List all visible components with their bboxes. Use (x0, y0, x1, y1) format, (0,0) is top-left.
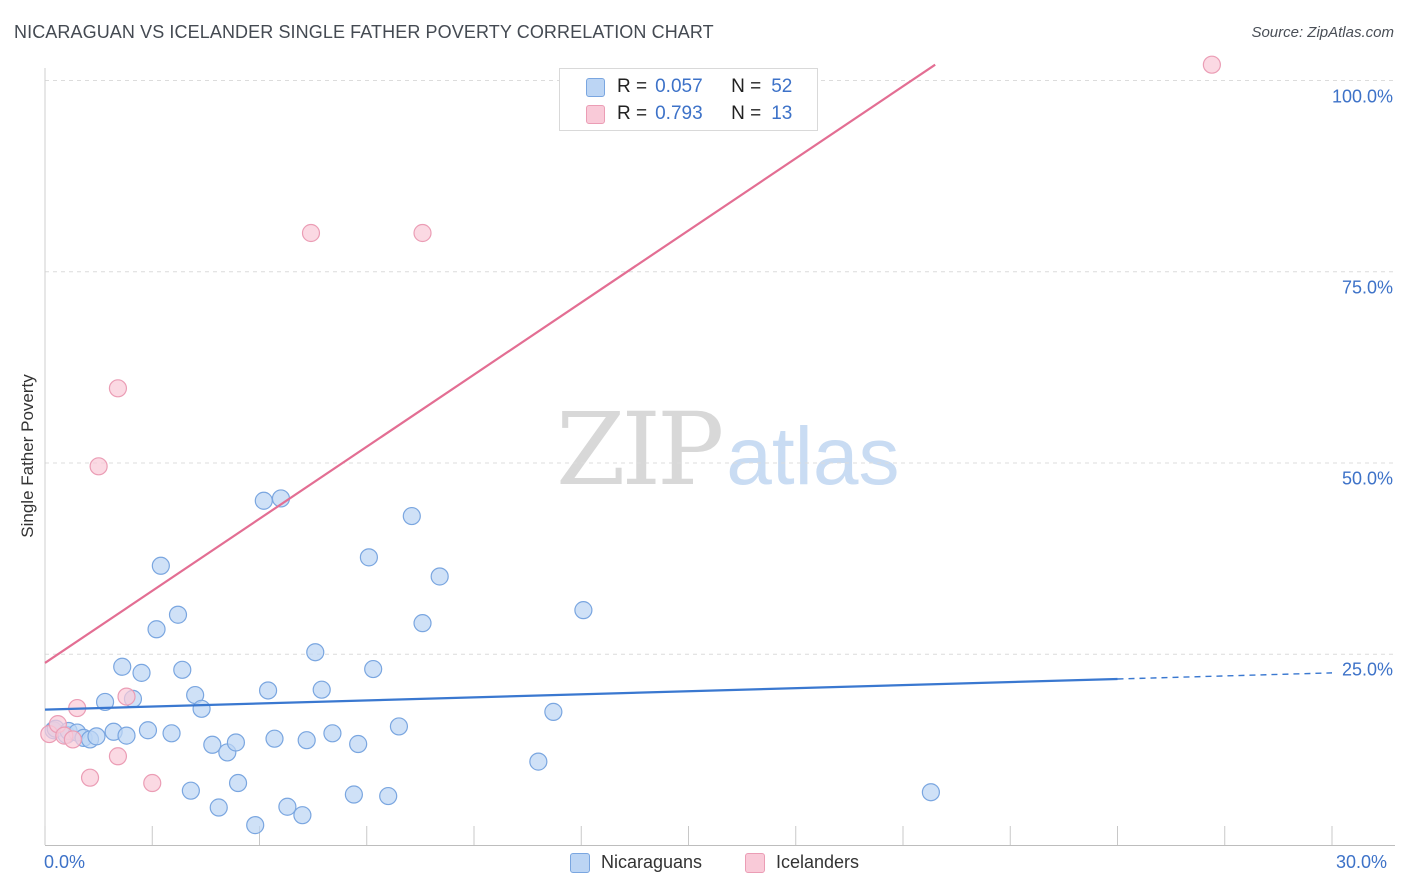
data-point-nicaraguans (113, 657, 132, 676)
data-point-icelanders (108, 747, 128, 766)
legend-r-label: R = (617, 103, 648, 124)
data-point-nicaraguans (173, 660, 192, 679)
data-point-nicaraguans (359, 548, 378, 567)
y-tick-label-50: 50.0% (1341, 468, 1393, 489)
bottom-legend-swatch-pink (745, 852, 765, 873)
data-point-nicaraguans (306, 643, 325, 662)
legend-row-icelanders: R = 0.793 N = 13 (586, 102, 792, 126)
watermark-atlas: atlas (726, 411, 900, 502)
legend-swatch-pink (586, 104, 605, 124)
legend-r-value: 0.793 (655, 103, 703, 124)
data-point-nicaraguans (87, 727, 106, 746)
bottom-legend-label: Icelanders (776, 852, 860, 872)
legend-n-value: 52 (771, 76, 793, 97)
data-point-icelanders (413, 223, 432, 243)
data-point-nicaraguans (344, 785, 363, 804)
data-point-nicaraguans (147, 620, 166, 639)
data-point-nicaraguans (574, 601, 593, 620)
data-point-nicaraguans (138, 721, 158, 740)
data-point-nicaraguans (312, 680, 331, 699)
data-point-nicaraguans (181, 781, 200, 800)
legend-swatch-blue (586, 77, 605, 97)
data-point-nicaraguans (430, 567, 449, 586)
watermark-zip: ZIP (556, 391, 724, 508)
data-point-nicaraguans (258, 681, 278, 700)
trend-line-icelanders (44, 63, 936, 664)
legend-n-label: N = (731, 76, 762, 97)
data-point-nicaraguans (209, 798, 228, 817)
data-point-icelanders (1202, 55, 1221, 74)
data-point-icelanders (63, 730, 82, 749)
data-point-nicaraguans (254, 491, 273, 510)
data-point-nicaraguans (132, 663, 151, 682)
data-point-nicaraguans (265, 729, 284, 748)
source-label: Source: ZipAtlas.com (1251, 24, 1394, 41)
legend-row-nicaraguans: R = 0.057 N = 52 (586, 75, 792, 99)
data-point-nicaraguans (323, 724, 342, 743)
data-point-icelanders (89, 457, 108, 476)
correlation-legend: R = 0.057 N = 52 R = 0.793 N = 13 (559, 68, 818, 131)
x-tick-label-max: 30.0% (1336, 852, 1388, 872)
legend-n-label: N = (731, 103, 762, 124)
bottom-legend-label: Nicaraguans (601, 852, 703, 872)
data-point-nicaraguans (293, 806, 312, 825)
bottom-legend-nicaraguans: Nicaraguans (570, 852, 702, 873)
data-point-nicaraguans (402, 506, 421, 526)
data-point-icelanders (143, 773, 162, 793)
legend-r-value: 0.057 (655, 76, 703, 97)
data-point-nicaraguans (246, 816, 265, 835)
bottom-legend-swatch-blue (570, 852, 590, 873)
bottom-legend-icelanders: Icelanders (745, 852, 859, 873)
data-point-nicaraguans (95, 692, 115, 712)
legend-n-value: 13 (771, 103, 793, 124)
data-point-nicaraguans (364, 659, 383, 679)
data-point-nicaraguans (921, 783, 940, 802)
data-point-nicaraguans (228, 773, 248, 793)
chart-title: NICARAGUAN VS ICELANDER SINGLE FATHER PO… (14, 22, 714, 42)
trend-line-nicaraguans (44, 677, 1118, 711)
data-point-icelanders (301, 223, 321, 243)
data-point-nicaraguans (379, 786, 398, 806)
legend-r-label: R = (617, 76, 648, 97)
data-point-nicaraguans (297, 731, 316, 750)
y-tick-label-75: 75.0% (1341, 277, 1393, 298)
data-point-nicaraguans (413, 614, 432, 633)
data-point-nicaraguans (544, 702, 563, 721)
data-point-nicaraguans (117, 726, 136, 745)
watermark: ZIPatlas (556, 400, 900, 507)
data-point-icelanders (108, 379, 128, 398)
data-point-nicaraguans (151, 556, 170, 575)
data-point-icelanders (80, 768, 100, 787)
data-point-nicaraguans (349, 734, 368, 754)
data-point-nicaraguans (192, 699, 211, 718)
data-point-nicaraguans (162, 724, 181, 743)
trend-line-extension-nicaraguans (1117, 672, 1333, 680)
y-tick-label-100: 100.0% (1331, 86, 1393, 107)
data-point-nicaraguans (278, 797, 297, 816)
y-axis-label: Single Father Poverty (18, 374, 37, 538)
data-point-nicaraguans (389, 717, 409, 736)
y-tick-label-25: 25.0% (1341, 659, 1393, 680)
data-point-nicaraguans (529, 752, 548, 771)
data-point-nicaraguans (203, 735, 222, 754)
data-point-nicaraguans (168, 605, 188, 624)
data-point-nicaraguans (226, 733, 246, 752)
data-point-icelanders (117, 687, 136, 706)
x-tick-label-min: 0.0% (44, 852, 86, 872)
